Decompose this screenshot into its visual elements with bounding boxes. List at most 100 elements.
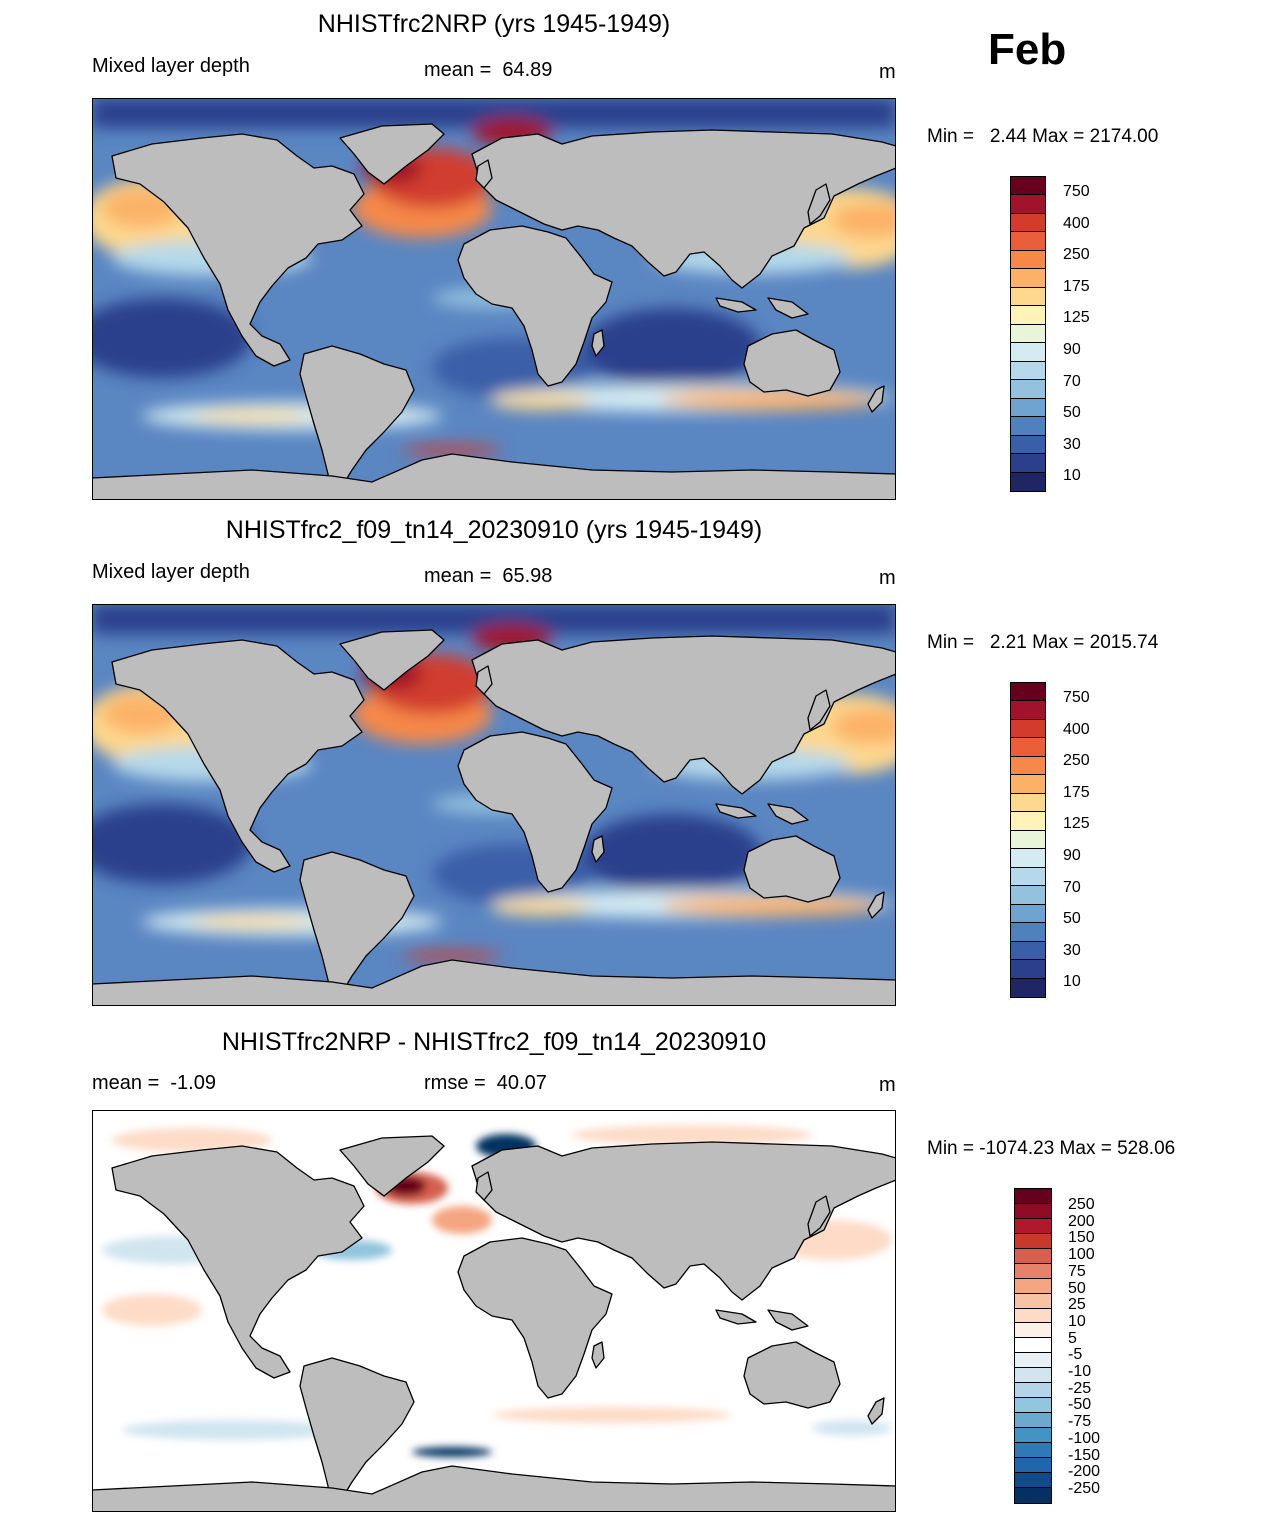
colorbar-swatch [1015, 1278, 1051, 1294]
colorbar-tick-label: 250 [1063, 246, 1090, 264]
colorbar-swatch [1011, 849, 1045, 868]
colorbar-swatch [1015, 1383, 1051, 1399]
panel-1-map [92, 98, 896, 500]
colorbar-swatch [1015, 1442, 1051, 1458]
colorbar-tick-label: 175 [1063, 277, 1090, 295]
colorbar-box [1010, 176, 1046, 492]
panel-3-map [92, 1110, 896, 1512]
colorbar-tick-label: 10 [1068, 1312, 1086, 1330]
colorbar-swatch [1011, 454, 1045, 473]
colorbar-swatch [1015, 1428, 1051, 1443]
colorbar-swatch [1015, 1487, 1051, 1503]
colorbar-swatch [1011, 867, 1045, 887]
colorbar-tick-label: 10 [1063, 467, 1081, 485]
panel-1-units: m [879, 61, 896, 83]
colorbar-tick-label: 250 [1063, 752, 1090, 770]
colorbar-swatch [1011, 361, 1045, 381]
colorbar-tick-label: 400 [1063, 720, 1090, 738]
panel-1-minmax: Min = 2.44 Max = 2174.00 [927, 126, 1159, 147]
colorbar-swatch [1015, 1323, 1051, 1339]
colorbar-swatch [1015, 1353, 1051, 1369]
colorbar-swatch [1011, 886, 1045, 905]
colorbar-swatch [1011, 250, 1045, 270]
colorbar-swatch [1011, 306, 1045, 325]
colorbar-swatch [1011, 269, 1045, 288]
colorbar-swatch [1011, 978, 1045, 997]
colorbar-tick-label: 125 [1063, 309, 1090, 327]
panel-2-units: m [879, 567, 896, 589]
colorbar-tick-label: 750 [1063, 183, 1090, 200]
panel-3-title: NHISTfrc2NRP - NHISTfrc2_f09_tn14_202309… [221, 1028, 767, 1056]
colorbar-tick-label: 50 [1068, 1279, 1086, 1297]
colorbar-swatch [1011, 472, 1045, 491]
colorbar-tick-label: 100 [1068, 1246, 1095, 1264]
colorbar-swatch [1011, 683, 1045, 702]
panel-2-minmax: Min = 2.21 Max = 2015.74 [927, 632, 1159, 653]
colorbar-swatch [1015, 1263, 1051, 1279]
colorbar-swatch [1011, 756, 1045, 776]
colorbar-tick-label: 30 [1063, 941, 1081, 959]
colorbar-swatch [1015, 1398, 1051, 1414]
colorbar-tick-label: -100 [1068, 1429, 1101, 1447]
colorbar-swatch [1015, 1457, 1051, 1473]
colorbar-swatch [1011, 793, 1045, 813]
colorbar-tick-label: 250 [1068, 1196, 1095, 1213]
colorbar-swatch [1011, 775, 1045, 794]
colorbar-swatch [1011, 195, 1045, 214]
colorbar-swatch [1011, 232, 1045, 251]
colorbar-swatch [1015, 1203, 1051, 1219]
colorbar-tick-label: 400 [1063, 214, 1090, 232]
panel-3-rmse: rmse = 40.07 [424, 1072, 547, 1094]
colorbar-tick-label: 70 [1063, 372, 1081, 390]
colorbar-swatch [1015, 1413, 1051, 1428]
panel-3-minmax: Min = -1074.23 Max = 528.06 [927, 1138, 1176, 1159]
panel-2-variable: Mixed layer depth [92, 561, 250, 583]
colorbar-box [1014, 1188, 1052, 1504]
colorbar-swatch [1011, 960, 1045, 979]
month-label: Feb [988, 25, 1067, 74]
panel-2-title: NHISTfrc2_f09_tn14_20230910 (yrs 1945-19… [225, 516, 763, 544]
colorbar-swatch [1015, 1308, 1051, 1324]
colorbar-swatch [1011, 904, 1045, 924]
panel-3-units: m [879, 1074, 896, 1096]
panel-2-map [92, 604, 896, 1006]
colorbar-swatch [1011, 923, 1045, 942]
colorbar-tick-label: -250 [1068, 1479, 1101, 1497]
colorbar-swatch [1011, 719, 1045, 739]
colorbar-tick-label: 125 [1063, 815, 1090, 833]
colorbar-tick-label: -75 [1068, 1413, 1092, 1431]
colorbar-swatch [1011, 830, 1045, 850]
panel-1-mean: mean = 64.89 [424, 59, 553, 81]
colorbar-swatch [1015, 1293, 1051, 1309]
colorbar-swatch [1015, 1189, 1051, 1204]
colorbar-tick-label: 175 [1063, 783, 1090, 801]
colorbar-tick-label: 75 [1068, 1262, 1086, 1280]
colorbar-swatch [1011, 417, 1045, 436]
colorbar-tick-label: 5 [1068, 1329, 1077, 1347]
colorbar-swatch [1011, 343, 1045, 362]
panel-2-mean: mean = 65.98 [424, 565, 553, 587]
colorbar-tick-label: -50 [1068, 1396, 1092, 1414]
colorbar-tick-label: 50 [1063, 404, 1081, 422]
colorbar-tick-label: 150 [1068, 1229, 1095, 1247]
colorbar-swatch [1011, 812, 1045, 831]
colorbar-swatch [1015, 1368, 1051, 1384]
colorbar-tick-label: -5 [1068, 1346, 1083, 1364]
colorbar-swatch [1011, 941, 1045, 961]
colorbar-swatch [1015, 1218, 1051, 1234]
colorbar-swatch [1011, 287, 1045, 307]
colorbar-tick-label: 10 [1063, 973, 1081, 991]
colorbar-swatch [1011, 213, 1045, 233]
colorbar-swatch [1011, 380, 1045, 399]
colorbar-swatch [1015, 1233, 1051, 1249]
colorbar-tick-label: 50 [1063, 910, 1081, 928]
colorbar-tick-label: -10 [1068, 1363, 1092, 1380]
colorbar-swatch [1011, 435, 1045, 455]
colorbar-swatch [1011, 398, 1045, 418]
colorbar-tick-label: -25 [1068, 1379, 1092, 1397]
colorbar-swatch [1011, 701, 1045, 720]
colorbar-tick-label: 200 [1068, 1212, 1095, 1230]
colorbar-swatch [1015, 1248, 1051, 1264]
colorbar-swatch [1015, 1338, 1051, 1354]
colorbar-tick-label: -200 [1068, 1463, 1101, 1481]
